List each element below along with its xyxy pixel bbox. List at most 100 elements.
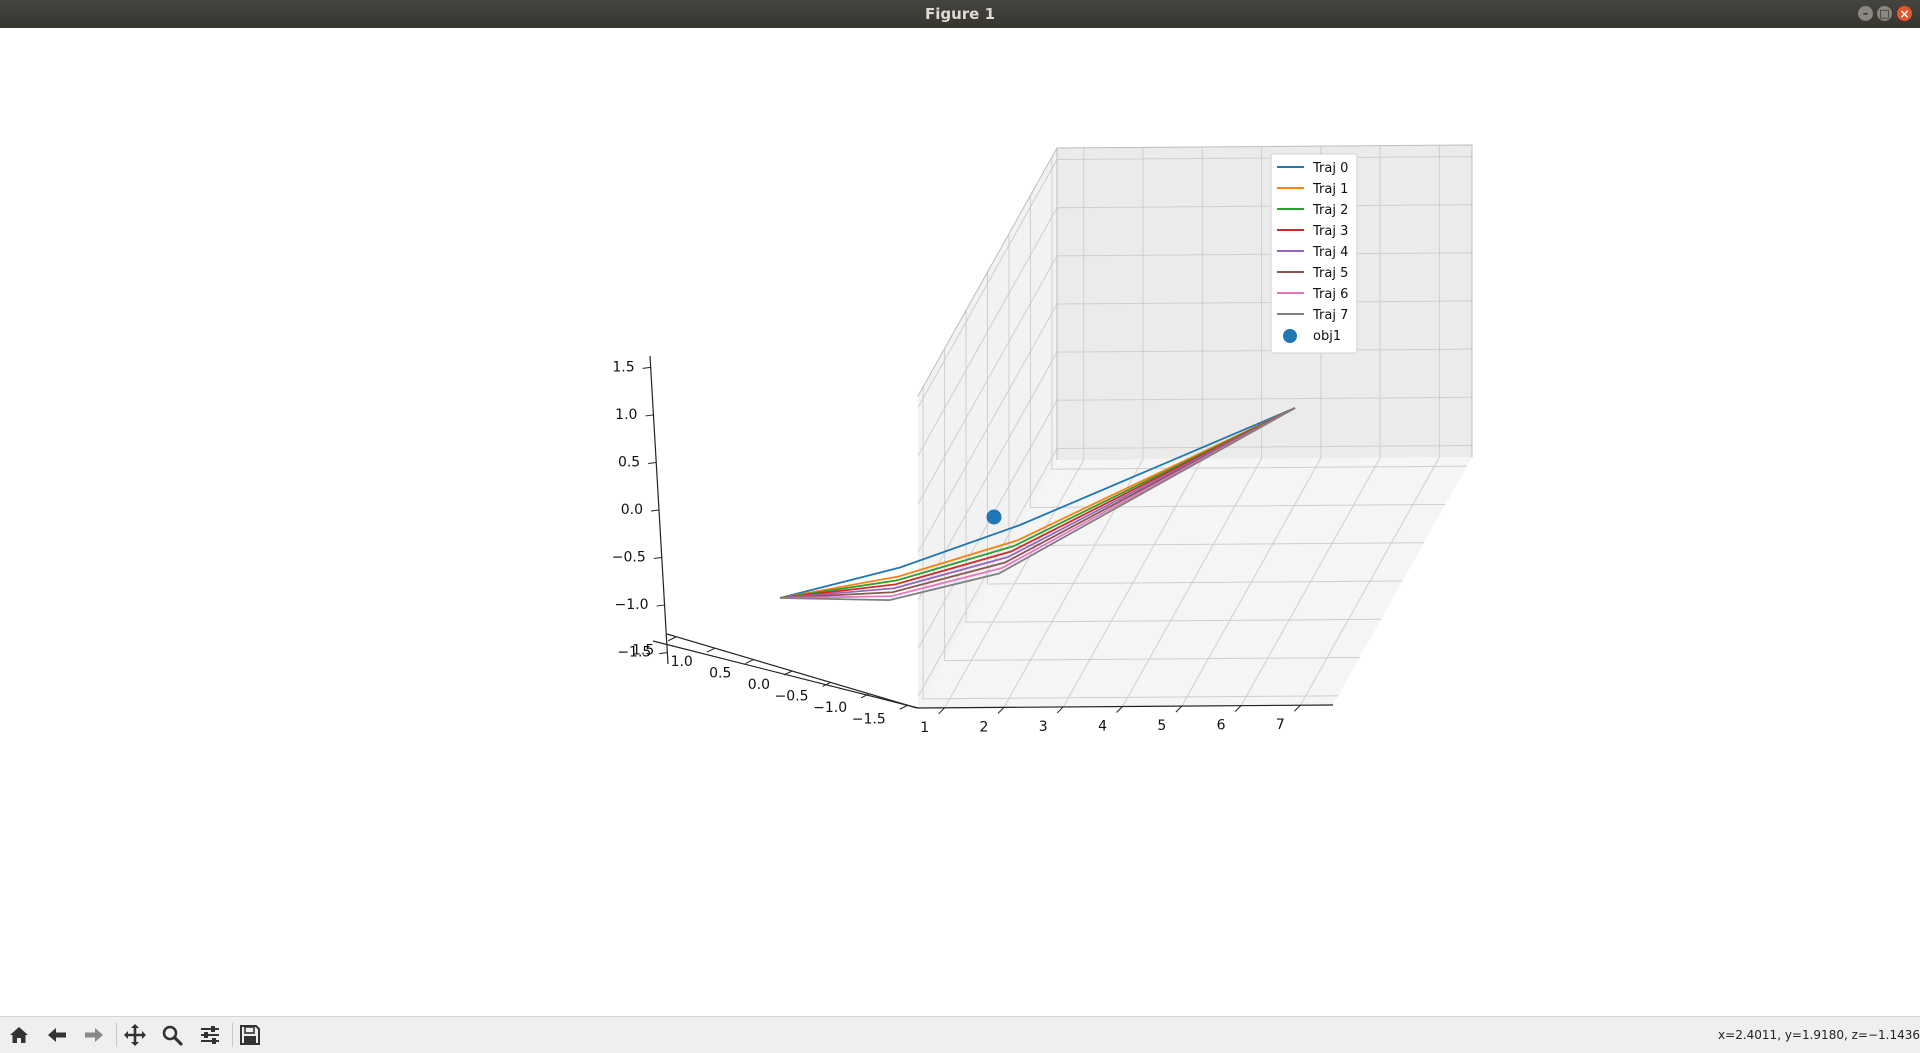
z-tick-label: 0.0: [621, 502, 643, 518]
y-tick-mark: [783, 670, 793, 676]
x-tick-label: 2: [980, 719, 989, 735]
z-tick-mark: [645, 414, 654, 417]
z-tick-mark: [653, 557, 662, 560]
forward-button[interactable]: [79, 1021, 109, 1049]
grid-line-y: [965, 310, 1382, 623]
figure-canvas[interactable]: 1 2 3 4 5 6 7 −1.5 −1.0 −0.5 0.0 0.5 1.0 1.5 −1.5 −1.0−…: [0, 28, 1920, 1016]
arrow-right-icon: [85, 1028, 103, 1042]
z-tick-label: 1.0: [615, 407, 637, 423]
x-tick-label: 4: [1098, 719, 1107, 735]
window-title: Figure 1: [924, 5, 996, 23]
y-tick-mark: [668, 636, 677, 642]
chart-3d[interactable]: 1 2 3 4 5 6 7−1.5−1.0−0.50.00.51.01.5−1.5−1.0−…: [0, 28, 1920, 1016]
maximize-button[interactable]: □: [1877, 6, 1892, 21]
z-tick-mark: [659, 652, 668, 655]
z-tick-mark: [648, 461, 657, 464]
series-line: [779, 407, 1296, 599]
z-tick-label: 0.5: [618, 454, 640, 470]
y-tick-mark: [899, 704, 908, 710]
x-axis-line: [917, 704, 1334, 709]
y-tick-label: −1.5: [852, 711, 886, 727]
x-tick-mark: [1116, 706, 1123, 713]
legend-label: obj1: [1313, 329, 1341, 344]
z-tick-mark: [642, 366, 651, 369]
x-tick-label: 3: [1039, 719, 1048, 735]
close-icon: ×: [1899, 6, 1910, 21]
legend-swatch: [1283, 329, 1297, 343]
save-button[interactable]: [235, 1021, 265, 1049]
x-tick-mark: [1294, 704, 1301, 712]
x-tick-mark: [1056, 706, 1064, 714]
series-line: [779, 407, 1296, 599]
arrow-left-icon: [48, 1028, 66, 1042]
grid-line-y: [922, 386, 1339, 700]
z-tick-label: −1.5: [617, 645, 651, 661]
x-tick-mark: [1234, 705, 1242, 713]
zoom-button[interactable]: [157, 1021, 187, 1049]
floppy-icon: [240, 1025, 260, 1045]
grid-line-x: [1240, 145, 1381, 706]
home-icon: [10, 1027, 28, 1043]
chart-series: [779, 407, 1296, 602]
y-tick-mark: [860, 693, 870, 699]
back-button[interactable]: [42, 1021, 72, 1049]
x-tick-label: 5: [1157, 718, 1166, 734]
legend-label: Traj 7: [1312, 308, 1348, 323]
z-tick-label: −1.0: [615, 597, 649, 613]
z-tick-label: −0.5: [612, 550, 646, 566]
grid-line-y: [1008, 233, 1424, 547]
grid-line-x: [1003, 147, 1144, 708]
pane-edge: [917, 144, 1473, 457]
z-tick-mark: [656, 604, 665, 607]
y-tick-label: −1.0: [813, 700, 847, 716]
x-tick-label: 7: [1276, 717, 1285, 733]
toolbar-separator: [232, 1023, 233, 1047]
legend-box: [1270, 153, 1358, 354]
configure-subplots-button[interactable]: [195, 1021, 225, 1049]
move-icon: [124, 1024, 146, 1046]
y-tick-label: 1.5: [632, 643, 654, 659]
legend-label: Traj 0: [1312, 161, 1348, 176]
cursor-coordinates: x=2.4011, y=1.9180, z=−1.1436: [1718, 1028, 1920, 1042]
series-line: [779, 407, 1296, 599]
series-line: [779, 407, 1296, 599]
grid-line-y: [1051, 157, 1467, 470]
series-line: [779, 407, 1296, 599]
grid-line-x: [1122, 146, 1263, 707]
y-tick-label: −0.5: [775, 688, 809, 704]
z-tick-mark: [650, 509, 660, 512]
navigation-toolbar: x=2.4011, y=1.9180, z=−1.1436: [0, 1016, 1920, 1053]
z-tick-label: 1.5: [612, 359, 634, 375]
chart-ticks: 1 2 3 4 5 6 7−1.5−1.0−0.50.00.51.01.5−1.5−1.0−…: [612, 359, 1301, 736]
home-button[interactable]: [4, 1021, 34, 1049]
y-tick-label: 0.5: [709, 666, 731, 682]
window-titlebar: Figure 1 – □ ×: [0, 0, 1920, 28]
grid-line-x: [1299, 145, 1440, 706]
minimize-button[interactable]: –: [1858, 6, 1873, 21]
y-tick-mark: [745, 659, 754, 665]
grid-line-y: [987, 272, 1403, 585]
y-tick-mark: [822, 681, 831, 687]
pan-button[interactable]: [120, 1021, 150, 1049]
y-tick-label: 0.0: [748, 677, 770, 693]
x-tick-label: 6: [1217, 718, 1226, 734]
chart-legend: Traj 0 Traj 1 Traj 2 Traj 3 Traj 4 Traj 5 Traj…: [1270, 153, 1358, 354]
legend-label: Traj 2: [1312, 203, 1348, 218]
minimize-icon: –: [1862, 7, 1869, 20]
y-tick-mark: [706, 647, 716, 653]
chart-panes: [918, 145, 1472, 708]
x-tick-mark: [1175, 705, 1183, 713]
grid-line-y: [944, 348, 1360, 662]
magnifier-icon: [162, 1025, 183, 1046]
close-button[interactable]: ×: [1897, 6, 1912, 21]
series-line: [779, 407, 1296, 599]
maximize-icon: □: [1879, 7, 1890, 20]
x-tick-mark: [938, 707, 946, 715]
series-line: [779, 407, 1296, 599]
grid-line-x: [944, 147, 1085, 709]
toolbar-separator: [116, 1023, 117, 1047]
legend-label: Traj 1: [1312, 182, 1348, 197]
x-tick-mark: [997, 707, 1005, 714]
legend-label: Traj 4: [1312, 245, 1348, 260]
series-line: [779, 407, 1296, 602]
